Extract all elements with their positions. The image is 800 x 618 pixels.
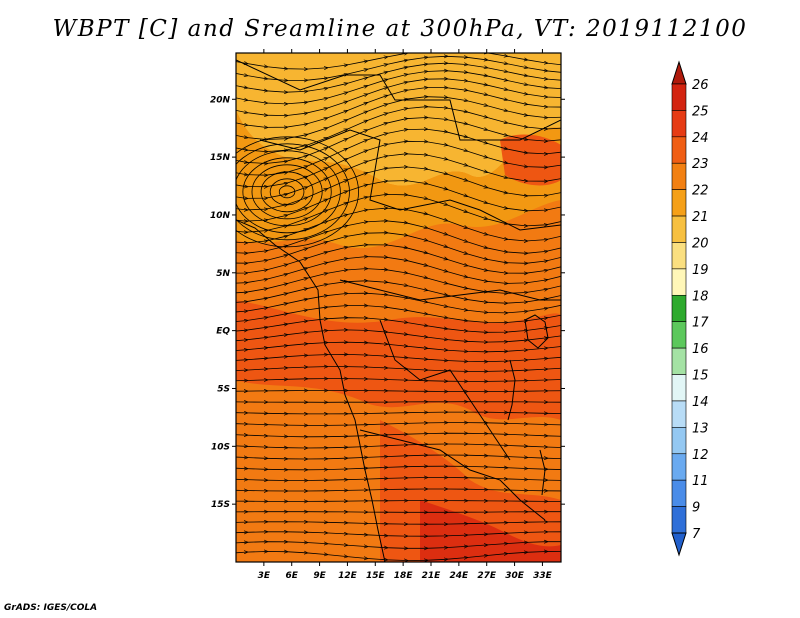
colorbar-swatch (671, 294, 687, 323)
colorbar-label: 21 (692, 210, 709, 225)
colorbar-label: 24 (692, 131, 709, 146)
colorbar-label: 14 (692, 395, 709, 410)
latitude-labels: 20N 15N 10N 5N EQ 5S 10S 15S (210, 95, 231, 510)
streamline (236, 512, 561, 513)
colorbar-label: 7 (692, 527, 701, 542)
x-tick-label: 24E (450, 571, 470, 581)
colorbar-swatch (671, 268, 687, 296)
streamline (236, 489, 561, 491)
colorbar-swatch (671, 374, 687, 402)
streamline (236, 455, 561, 459)
colorbar-label: 11 (692, 474, 709, 489)
y-tick-label: 5N (216, 269, 230, 279)
streamline (236, 367, 561, 372)
colorbar-label: 16 (692, 342, 709, 357)
colorbar-label: 25 (692, 104, 709, 119)
streamline (236, 542, 561, 549)
colorbar-bottom-triangle (671, 532, 687, 557)
x-tick-label: 15E (366, 571, 386, 581)
colorbar-swatch (671, 242, 687, 270)
colorbar-swatch (671, 400, 687, 428)
colorbar-swatch (671, 83, 687, 111)
y-tick-label: 5S (217, 384, 230, 394)
grads-credit: GrADS: IGES/COLA (4, 603, 98, 613)
colorbar-swatch (671, 347, 687, 375)
streamline (236, 501, 561, 502)
colorbar-swatch (671, 321, 687, 349)
colorbar-label: 26 (692, 78, 709, 93)
colorbar-swatch (671, 110, 687, 138)
x-tick-label: 33E (533, 571, 553, 581)
streamline (236, 402, 561, 403)
x-tick-label: 30E (505, 571, 525, 581)
streamline (236, 466, 561, 470)
y-tick-label: EQ (216, 327, 230, 337)
streamline (236, 412, 561, 414)
plot-title: WBPT [C] and Sreamline at 300hPa, VT: 20… (52, 16, 748, 42)
x-tick-label: 6E (286, 571, 299, 581)
axis-ticks (232, 49, 565, 566)
colorbar-labels: 26 25 24 23 22 21 20 19 18 17 16 15 14 13 12 11 9 7 (692, 78, 709, 542)
y-tick-label: 15N (210, 153, 231, 163)
colorbar-label: 22 (692, 184, 709, 199)
colorbar-swatch (671, 453, 687, 481)
x-tick-label: 12E (338, 571, 358, 581)
map-frame (235, 52, 562, 563)
streamline (236, 423, 561, 426)
y-tick-label: 15S (211, 500, 230, 510)
longitude-labels: 3E 6E 9E 12E 15E 18E 21E 24E 27E 30E 33E (258, 571, 553, 581)
colorbar-top-triangle (671, 60, 687, 85)
streamline (236, 433, 561, 437)
streamline (236, 478, 561, 481)
colorbar-label: 18 (692, 289, 709, 304)
colorbar-label: 23 (692, 157, 709, 172)
colorbar-swatch (671, 215, 687, 243)
colorbar-label: 9 (692, 501, 700, 516)
colorbar-label: 17 (692, 316, 709, 331)
streamline (236, 532, 561, 536)
colorbar-swatch (671, 427, 687, 455)
streamline (236, 552, 561, 561)
colorbar-swatch (671, 506, 687, 534)
colorbar-swatch (671, 479, 687, 507)
streamline (236, 379, 561, 382)
colorbar-label: 15 (692, 369, 709, 384)
streamlines (236, 53, 561, 561)
colorbar-label: 19 (692, 263, 709, 278)
colorbar-swatch (671, 162, 687, 190)
streamline (236, 444, 561, 448)
colorbar-label: 20 (692, 236, 709, 251)
x-tick-label: 18E (394, 571, 414, 581)
y-tick-label: 10N (210, 211, 231, 221)
x-tick-label: 27E (477, 571, 497, 581)
x-tick-label: 21E (422, 571, 442, 581)
streamline (236, 342, 561, 352)
streamline (236, 391, 561, 392)
y-tick-label: 10S (211, 442, 230, 452)
colorbar-swatch (671, 189, 687, 217)
colorbar (671, 60, 687, 557)
streamline (236, 522, 561, 524)
colorbar-label: 13 (692, 421, 709, 436)
colorbar-swatch (671, 136, 687, 164)
streamline (236, 354, 561, 361)
y-tick-label: 20N (210, 95, 231, 105)
x-tick-label: 3E (258, 571, 271, 581)
x-tick-label: 9E (313, 571, 326, 581)
colorbar-label: 12 (692, 448, 709, 463)
